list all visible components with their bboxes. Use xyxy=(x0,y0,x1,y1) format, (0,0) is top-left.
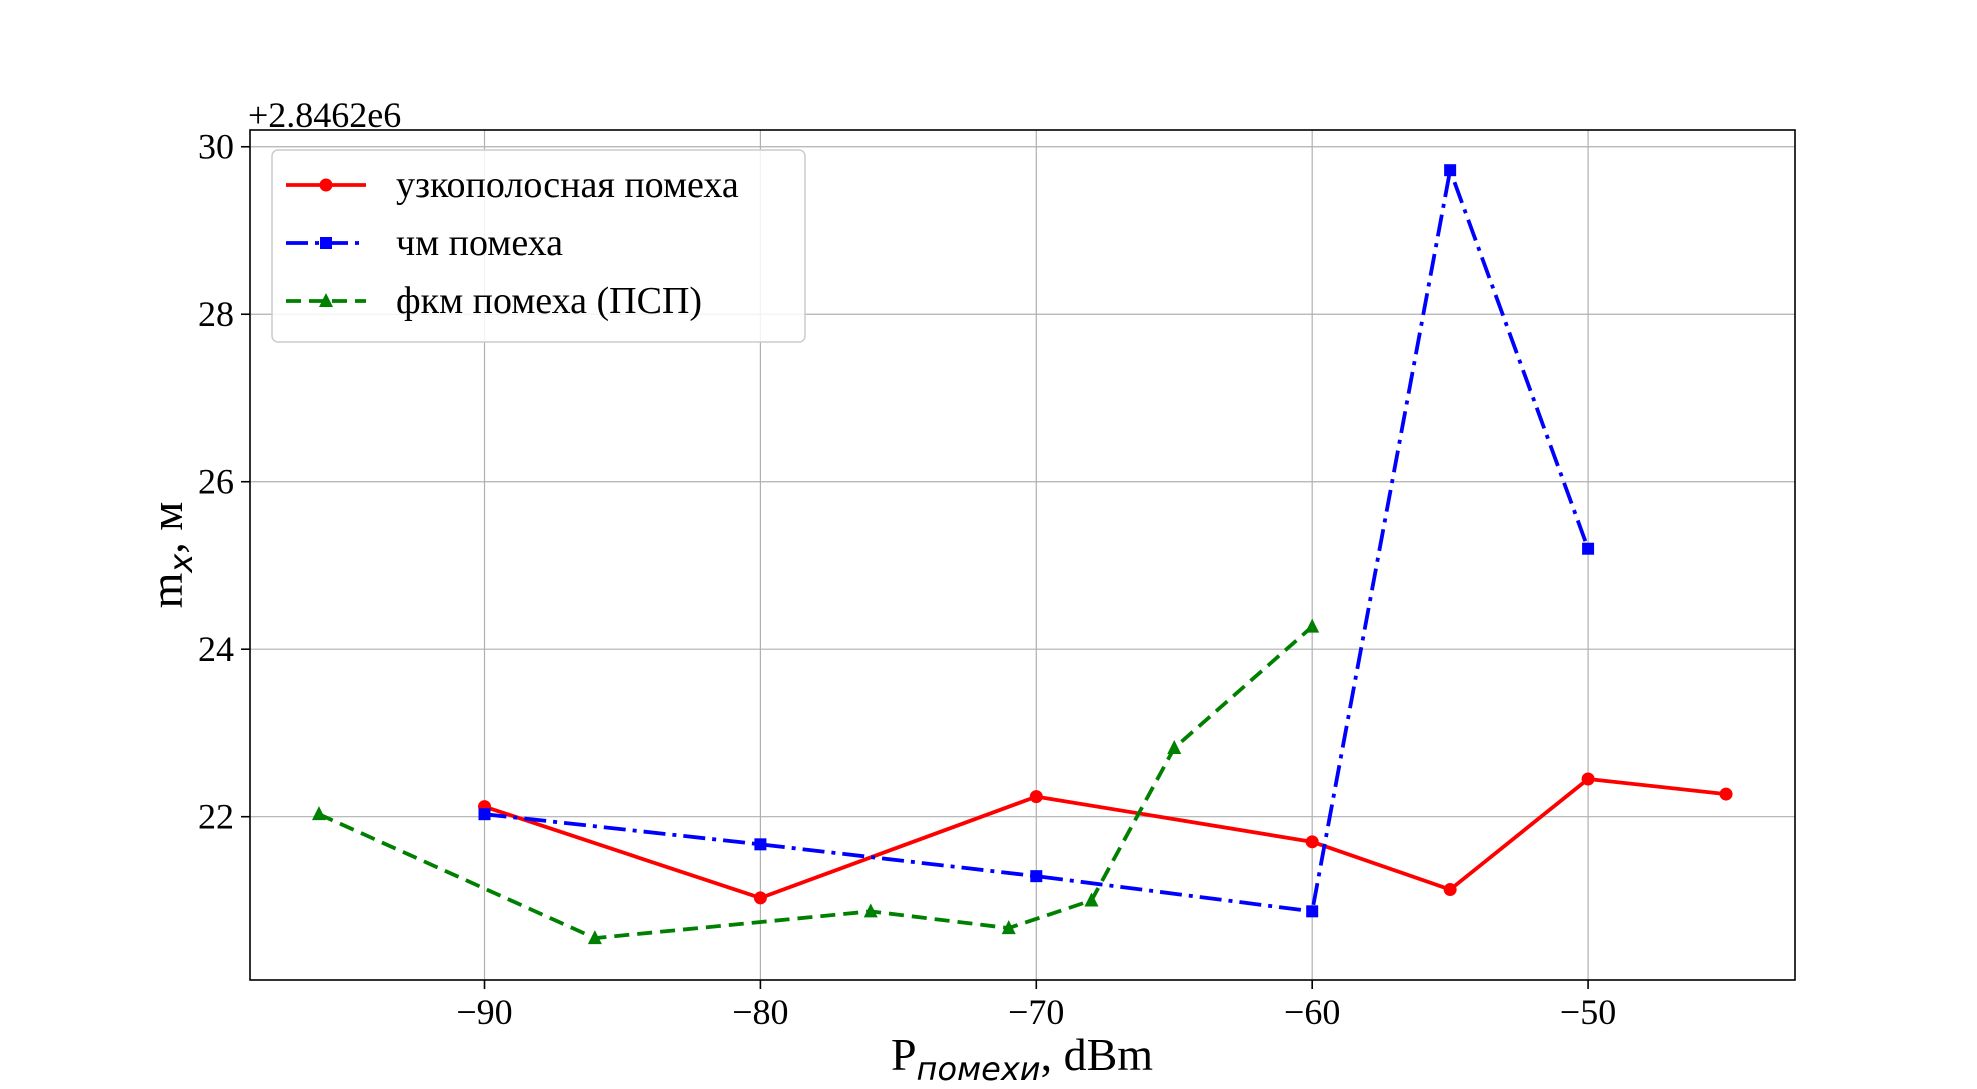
series-2 xyxy=(478,164,1595,918)
data-point xyxy=(1306,905,1319,918)
data-point xyxy=(587,930,602,945)
x-axis-ticks: −90 −80 −70 −60 −50 xyxy=(456,980,1616,1032)
legend-box xyxy=(271,149,806,343)
x-tick-label: −90 xyxy=(456,992,512,1032)
data-point xyxy=(1582,542,1595,555)
data-point xyxy=(863,903,878,918)
legend-label: чм помеха xyxy=(396,222,563,264)
plot-frame xyxy=(249,129,1796,981)
legend-label: узкополосная помеха xyxy=(396,164,739,206)
y-tick-label: 28 xyxy=(198,294,234,334)
x-tick-label: −50 xyxy=(1560,992,1616,1032)
data-point xyxy=(311,806,326,821)
y-axis-label-main: m xyxy=(141,572,192,608)
x-axis-label-suffix: , dBm xyxy=(1041,1029,1154,1080)
legend-marker xyxy=(319,293,333,307)
series-line xyxy=(484,168,1590,914)
series-layer xyxy=(311,164,1733,945)
x-axis-label-main: P xyxy=(891,1029,917,1080)
legend-marker xyxy=(320,237,332,249)
data-point xyxy=(1001,920,1016,935)
y-axis-label-subscript: x xyxy=(162,553,200,574)
legend-entry: узкополосная помеха xyxy=(286,164,739,206)
y-axis-ticks: 22 24 26 28 30 xyxy=(198,127,250,837)
data-point xyxy=(1444,164,1457,177)
y-offset-label: +2.8462e6 xyxy=(248,95,401,135)
data-point xyxy=(754,838,767,851)
data-point xyxy=(753,891,767,905)
data-point xyxy=(1167,740,1182,755)
x-tick-label: −60 xyxy=(1284,992,1340,1032)
legend-entry: чм помеха xyxy=(286,222,563,264)
series-3 xyxy=(311,618,1320,945)
data-point xyxy=(1305,618,1320,633)
y-axis-label-suffix: , м xyxy=(141,502,192,554)
y-tick-label: 30 xyxy=(198,127,234,167)
data-point xyxy=(1084,892,1099,907)
x-tick-label: −70 xyxy=(1008,992,1064,1032)
legend: узкополосная помеха чм помеха фкм помеха (… xyxy=(271,149,806,343)
x-tick-label: −80 xyxy=(732,992,788,1032)
data-point xyxy=(478,808,491,821)
legend-items: узкополосная помеха чм помеха фкм помеха (… xyxy=(286,164,739,322)
data-point xyxy=(1581,772,1595,786)
y-tick-label: 26 xyxy=(198,462,234,502)
data-point xyxy=(1719,787,1733,801)
legend-marker xyxy=(319,178,333,192)
data-point xyxy=(1443,883,1457,897)
y-tick-label: 22 xyxy=(198,797,234,837)
y-tick-label: 24 xyxy=(198,629,234,669)
legend-entry: фкм помеха (ПСП) xyxy=(286,280,702,322)
data-point xyxy=(1305,835,1319,849)
x-axis-label-subscript: помехи xyxy=(917,1050,1041,1088)
data-point xyxy=(1030,870,1043,883)
legend-label: фкм помеха (ПСП) xyxy=(396,280,702,322)
series-1 xyxy=(478,772,1733,905)
x-axis-label: Pпомехи, dBm xyxy=(891,1029,1153,1088)
y-axis-label: mx, м xyxy=(141,502,200,609)
data-point xyxy=(1029,790,1043,804)
